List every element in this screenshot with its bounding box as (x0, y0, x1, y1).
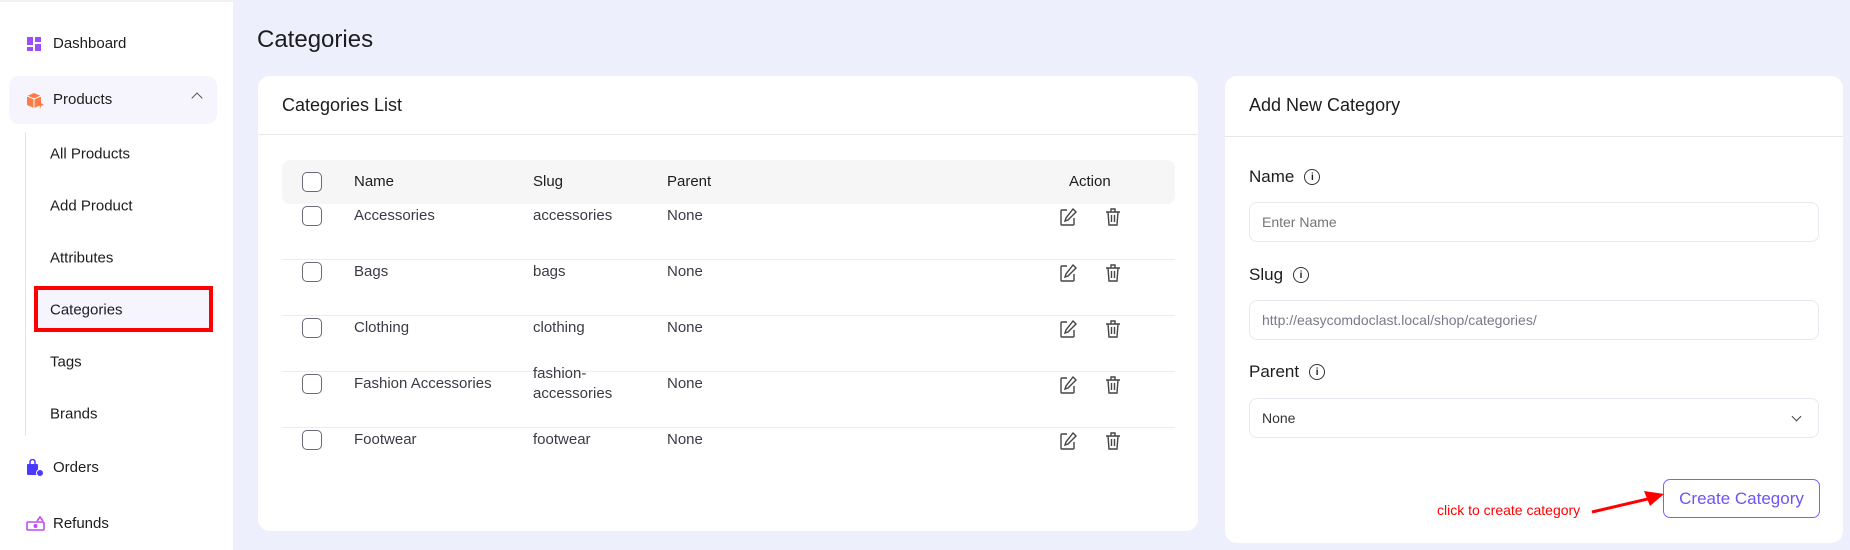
edit-icon[interactable] (1059, 431, 1077, 451)
name-input[interactable] (1249, 202, 1819, 242)
row-divider (282, 427, 1175, 428)
page-title: Categories (257, 26, 374, 53)
row-divider (282, 371, 1175, 372)
slug-input[interactable]: http://easycomdoclast.local/shop/categor… (1249, 300, 1819, 340)
slug-label: Slug i (1249, 265, 1310, 285)
create-category-button[interactable]: Create Category (1663, 479, 1820, 518)
row-divider (282, 259, 1175, 260)
sidebar-label: Dashboard (53, 35, 127, 52)
row-checkbox[interactable] (302, 374, 322, 394)
category-name: Footwear (354, 431, 417, 448)
column-header-slug: Slug (533, 173, 564, 190)
edit-icon[interactable] (1059, 263, 1077, 283)
column-header-parent: Parent (667, 173, 712, 190)
category-name: Bags (354, 263, 389, 280)
name-label-text: Name (1249, 167, 1295, 186)
category-slug: bags (533, 263, 566, 280)
sidebar-item-categories[interactable]: Categories (50, 301, 123, 319)
info-icon[interactable]: i (1309, 364, 1326, 380)
selected-highlight-box (34, 286, 213, 332)
card-header: Categories List (258, 76, 1198, 135)
dashboard-icon (27, 37, 41, 51)
parent-select[interactable]: None (1249, 398, 1819, 438)
slug-label-text: Slug (1249, 265, 1284, 284)
category-parent: None (667, 263, 703, 280)
row-checkbox[interactable] (302, 430, 322, 450)
edit-icon[interactable] (1059, 375, 1077, 395)
sidebar-item-add-product[interactable]: Add Product (50, 197, 133, 215)
card-title: Add New Category (1249, 95, 1401, 115)
sidebar-item-products[interactable] (9, 76, 217, 124)
chevron-down-icon (1791, 411, 1802, 422)
trash-icon[interactable] (1104, 263, 1122, 283)
column-header-action: Action (1069, 173, 1111, 190)
orders-bag-icon (27, 459, 44, 477)
row-divider (282, 315, 1175, 316)
category-name: Accessories (354, 207, 435, 224)
parent-label: Parent i (1249, 362, 1326, 382)
row-checkbox[interactable] (302, 262, 322, 282)
edit-icon[interactable] (1059, 207, 1077, 227)
category-parent: None (667, 319, 703, 336)
sidebar-label: Orders (53, 459, 99, 476)
trash-icon[interactable] (1104, 375, 1122, 395)
category-parent: None (667, 375, 703, 392)
trash-icon[interactable] (1104, 319, 1122, 339)
slug-value: http://easycomdoclast.local/shop/categor… (1262, 312, 1537, 328)
table-header (282, 160, 1175, 204)
refunds-icon (26, 515, 45, 531)
parent-selected-value: None (1262, 410, 1296, 426)
category-slug: accessories (533, 207, 613, 224)
categories-list-card: Categories List Name Slug Parent Action … (258, 76, 1198, 531)
edit-icon[interactable] (1059, 319, 1077, 339)
name-label: Name i (1249, 167, 1321, 187)
sidebar-label: Refunds (53, 515, 109, 532)
category-slug: fashion-accessories (533, 365, 613, 402)
category-name: Fashion Accessories (354, 375, 492, 392)
select-all-checkbox[interactable] (302, 172, 322, 192)
info-icon[interactable]: i (1304, 169, 1321, 185)
sidebar-item-brands[interactable]: Brands (50, 405, 98, 423)
trash-icon[interactable] (1104, 431, 1122, 451)
sidebar-item-tags[interactable]: Tags (50, 353, 82, 371)
row-checkbox[interactable] (302, 318, 322, 338)
annotation-arrow-icon (1591, 491, 1664, 514)
sidebar: Dashboard Products All Products Add Prod… (0, 0, 233, 550)
card-header: Add New Category (1225, 76, 1843, 137)
products-box-icon (26, 93, 44, 109)
submenu-line (25, 132, 26, 436)
category-parent: None (667, 207, 703, 224)
category-slug: footwear (533, 431, 591, 448)
info-icon[interactable]: i (1293, 267, 1310, 283)
category-parent: None (667, 431, 703, 448)
category-name: Clothing (354, 319, 410, 336)
column-header-name: Name (354, 173, 395, 190)
sidebar-label: Products (53, 91, 113, 108)
card-title: Categories List (282, 95, 403, 115)
row-checkbox[interactable] (302, 206, 322, 226)
category-slug: clothing (533, 319, 585, 336)
sidebar-item-all-products[interactable]: All Products (50, 145, 131, 163)
annotation-text: click to create category (1437, 502, 1581, 518)
sidebar-item-attributes[interactable]: Attributes (50, 249, 114, 267)
trash-icon[interactable] (1104, 207, 1122, 227)
parent-label-text: Parent (1249, 362, 1300, 381)
